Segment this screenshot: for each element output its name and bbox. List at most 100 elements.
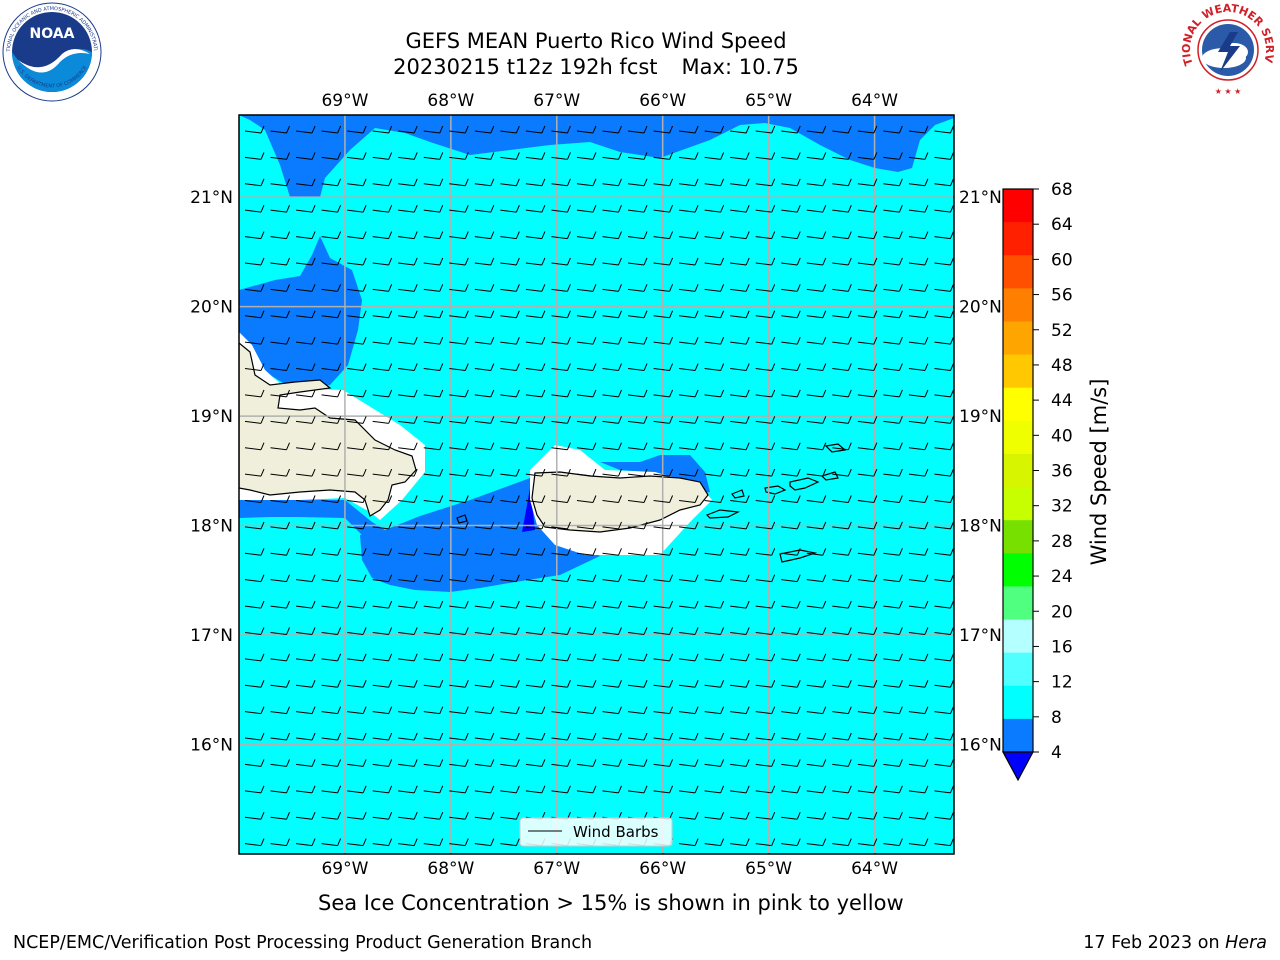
wind-barb — [755, 336, 776, 345]
wind-barb — [730, 152, 750, 160]
island-virgin-1 — [764, 485, 787, 495]
wind-barb — [934, 416, 954, 424]
wind-barb — [372, 653, 393, 662]
colorbar-tick-label-8: 36 — [1051, 462, 1073, 482]
wind-barb — [270, 706, 290, 715]
wind-barb — [474, 442, 495, 451]
wind-barb — [934, 680, 954, 688]
wind-barb — [934, 125, 954, 134]
wind-barb — [321, 389, 342, 398]
wind-barb — [474, 125, 495, 134]
colorbar-segment-10 — [1003, 520, 1033, 554]
wind-barb — [934, 785, 954, 794]
wind-barb — [602, 600, 622, 609]
wind-barb — [347, 600, 367, 609]
wind-barb — [602, 653, 622, 662]
wind-barb — [627, 627, 648, 635]
wind-barb — [653, 284, 674, 292]
wind-barb — [576, 284, 597, 292]
wind-barb — [781, 812, 801, 820]
wind-barb — [934, 178, 954, 187]
wind-barb — [730, 574, 750, 583]
wind-barb — [857, 732, 878, 741]
wind-barb — [781, 389, 801, 398]
wind-barb — [449, 812, 469, 820]
wind-barb — [832, 336, 852, 345]
wind-barb — [934, 204, 954, 213]
wind-barb — [449, 521, 469, 530]
wind-barb — [500, 257, 520, 266]
wind-barb — [679, 257, 699, 266]
wind-barb — [372, 785, 393, 794]
wind-barb — [347, 204, 367, 213]
wind-barb — [679, 521, 699, 530]
wind-barb — [474, 495, 495, 503]
wind-barb — [525, 785, 546, 794]
wind-barb — [806, 812, 827, 820]
colorbar-tick-label-9: 32 — [1051, 497, 1073, 517]
wind-barb — [934, 838, 954, 847]
wind-barb — [321, 125, 342, 134]
wind-barb — [755, 468, 776, 477]
wind-barb — [806, 152, 827, 160]
wind-barb — [781, 178, 801, 187]
wind-barb — [730, 468, 750, 477]
wind-barb — [755, 680, 776, 688]
blue-region-west — [239, 236, 362, 390]
wind-barb — [653, 336, 674, 345]
colorbar-ticks: 68 64 60 56 52 48 44 40 36 32 28 24 20 16 12 8 4 — [1033, 180, 1073, 763]
wind-barb — [500, 521, 520, 530]
wind-barb — [525, 600, 546, 609]
wind-barb — [296, 125, 316, 134]
wind-barb — [372, 178, 393, 187]
wind-barb — [398, 204, 418, 213]
wind-barb — [832, 204, 852, 213]
wind-barb — [372, 389, 393, 398]
wind-barb — [908, 363, 929, 372]
wind-barb — [755, 231, 776, 240]
wind-barb — [347, 521, 367, 530]
island-anegada — [824, 443, 847, 453]
wind-barb — [321, 627, 342, 635]
wind-barb — [627, 284, 648, 292]
wind-barb — [372, 495, 393, 503]
wind-barb — [832, 521, 852, 530]
wind-barb — [449, 231, 469, 240]
wind-barb — [372, 680, 393, 688]
wind-barb — [679, 468, 699, 477]
wind-barb — [551, 759, 571, 767]
wind-barb — [627, 495, 648, 503]
wind-barb — [244, 627, 265, 635]
wind-barb — [270, 125, 290, 134]
wind-barb — [423, 363, 444, 372]
wind-barb — [372, 468, 393, 477]
wind-barb — [832, 548, 852, 556]
wind-barb — [449, 468, 469, 477]
wind-barb — [525, 204, 546, 213]
colorbar-segment-15 — [1003, 685, 1033, 720]
wind-barb — [679, 732, 699, 741]
wind-barb — [704, 759, 725, 767]
wind-barb — [627, 468, 648, 477]
wind-barb — [398, 310, 418, 319]
footer-host: Hera — [1225, 933, 1267, 953]
wind-barb — [806, 468, 827, 477]
wind-barb — [347, 257, 367, 266]
wind-barb — [551, 521, 571, 530]
wind-barb — [347, 574, 367, 583]
wind-barb — [449, 125, 469, 134]
wind-barb — [857, 442, 878, 451]
wind-barb — [627, 204, 648, 213]
colorbar-segment-16 — [1003, 718, 1033, 753]
wind-barb — [653, 231, 674, 240]
wind-barb — [296, 732, 316, 741]
wind-barb — [423, 838, 444, 847]
wind-barb — [398, 231, 418, 240]
wind-barb — [270, 257, 290, 266]
wind-barb — [321, 600, 342, 609]
wind-barb — [551, 389, 571, 398]
wind-barb — [755, 257, 776, 266]
wind-barb — [679, 204, 699, 213]
wind-barb — [525, 310, 546, 319]
wind-barb — [934, 257, 954, 266]
